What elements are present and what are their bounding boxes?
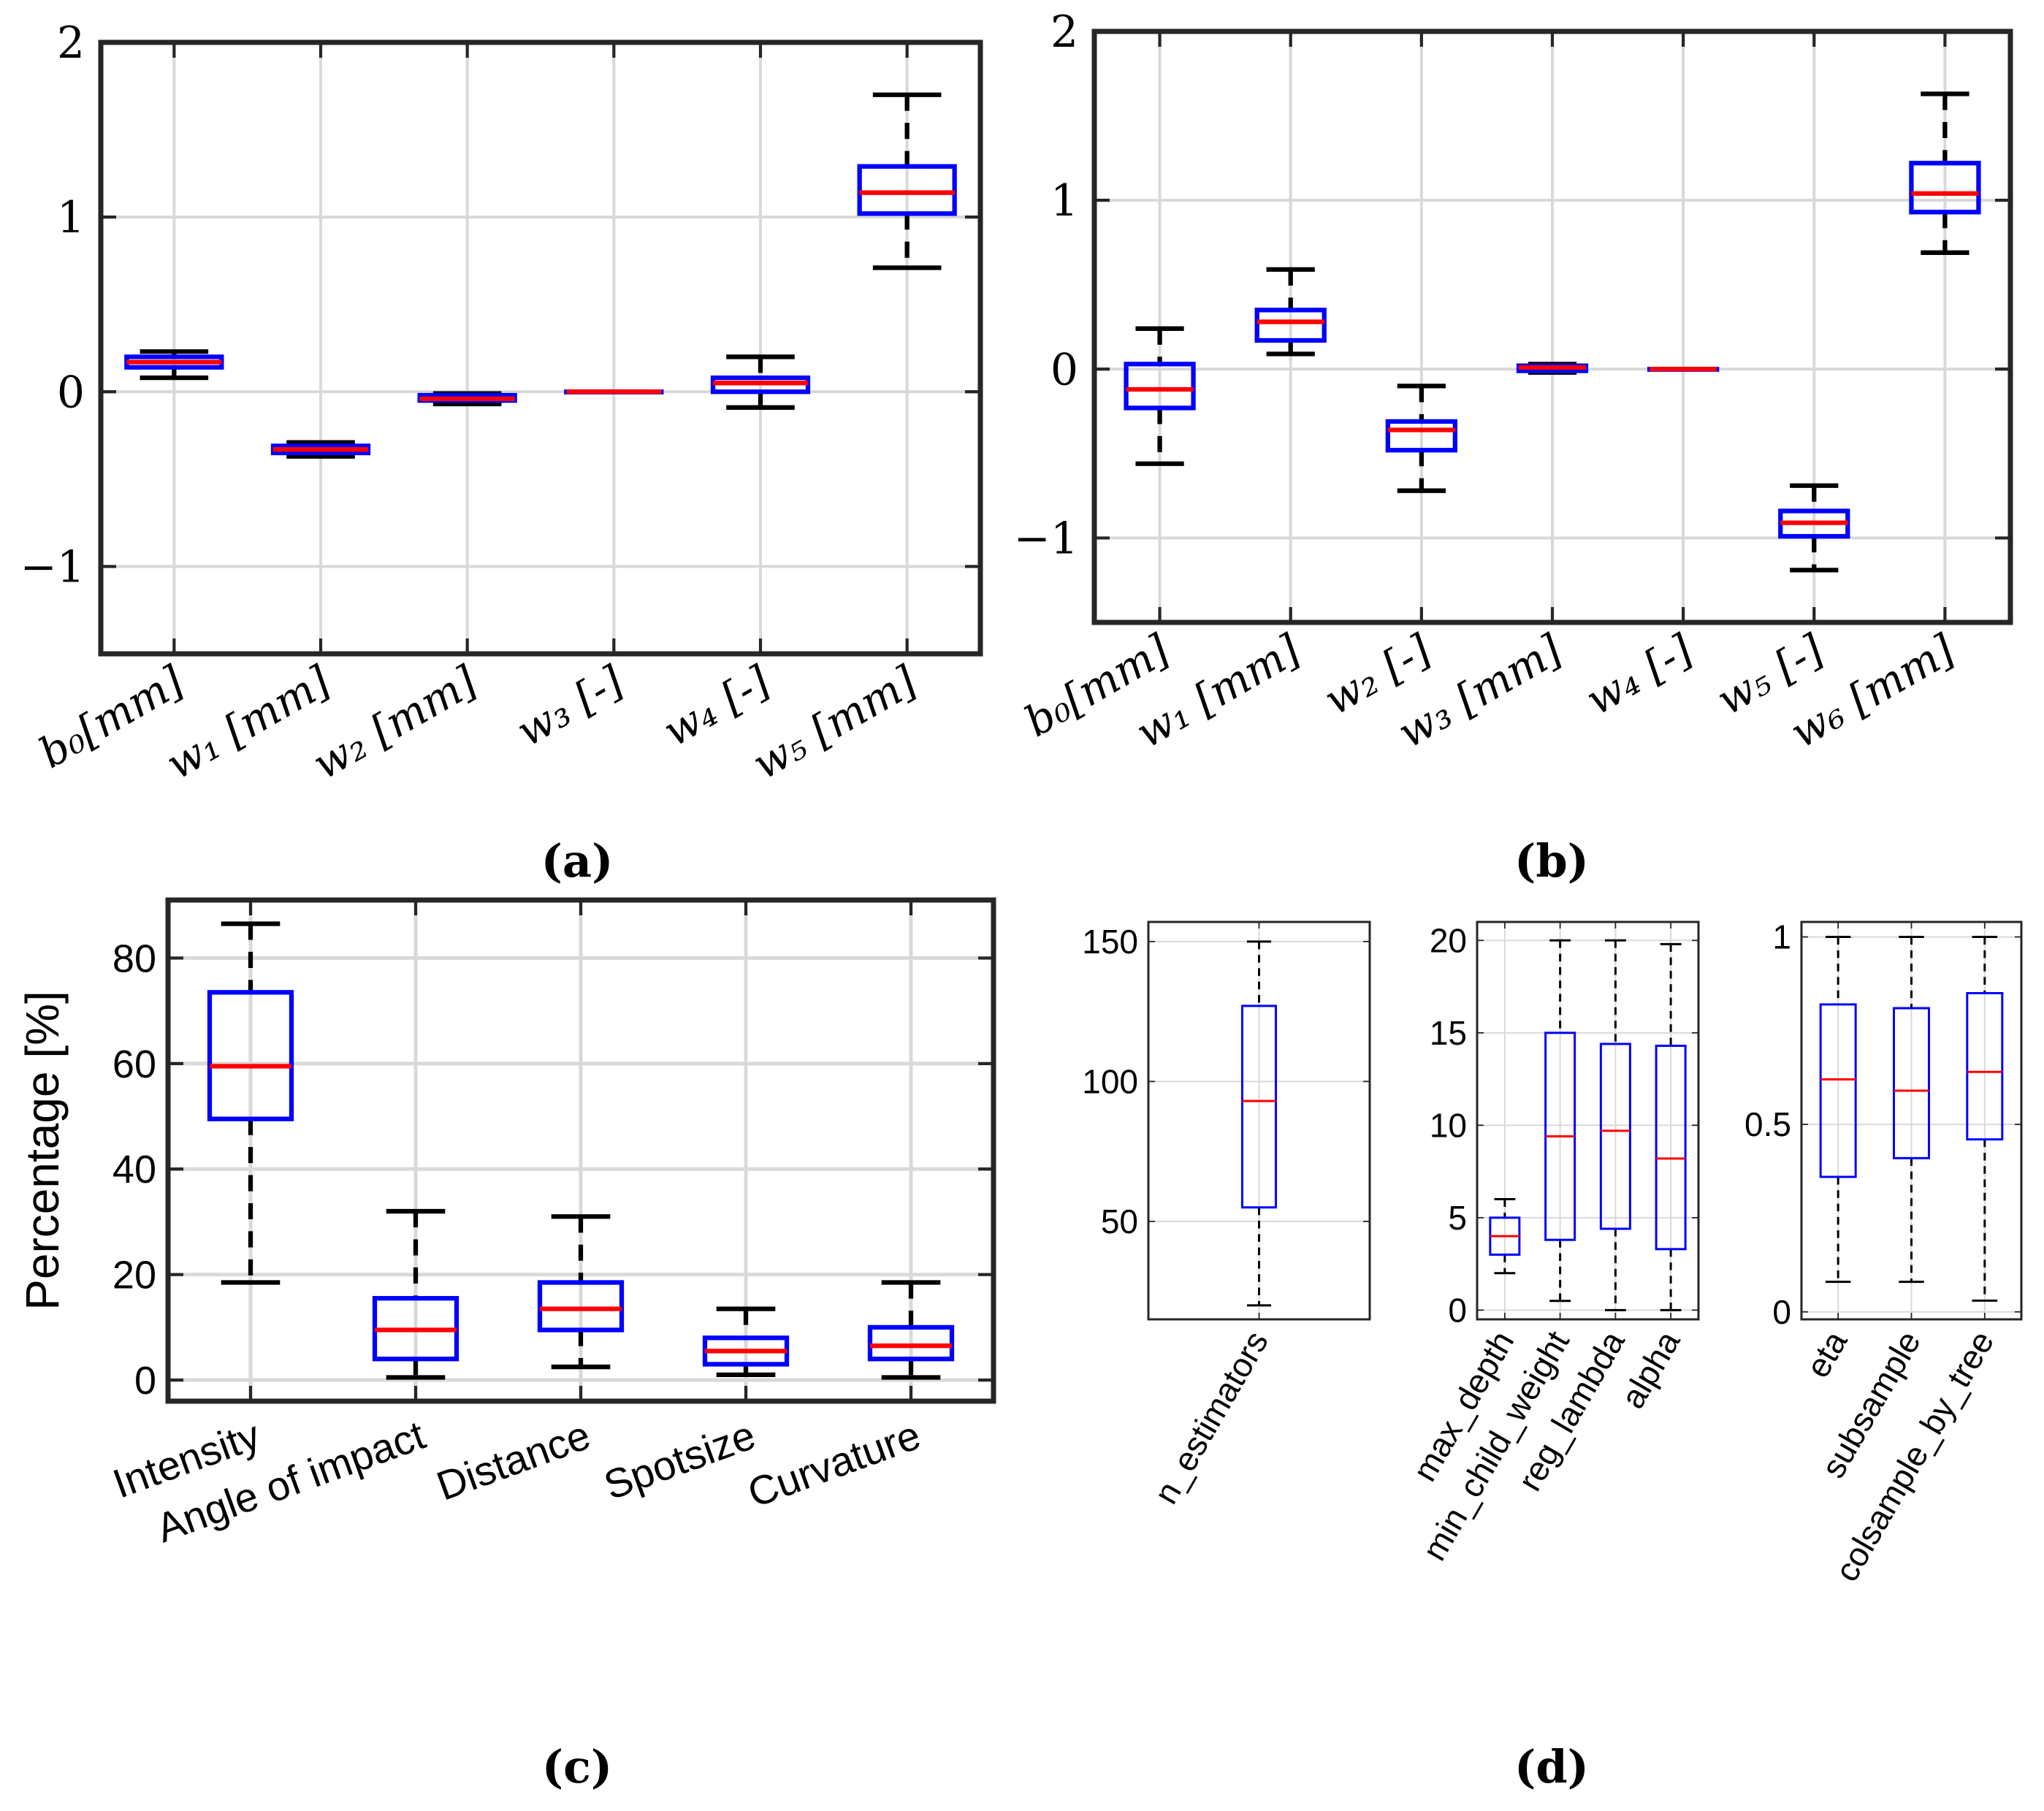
- y-tick-label: 15: [1430, 1014, 1467, 1052]
- iqr-box: [857, 164, 957, 216]
- y-tick-label: 20: [113, 1254, 156, 1297]
- iqr-box: [1655, 1045, 1687, 1251]
- x-category-label: w₅ [mm]: [744, 656, 926, 789]
- x-category-label: Distance: [431, 1411, 596, 1509]
- y-tick-label: 40: [113, 1148, 156, 1192]
- iqr-box: [537, 1280, 625, 1332]
- y-tick-label: 150: [1082, 923, 1138, 961]
- y-tick-label: 2: [1050, 7, 1078, 58]
- caption-b: (b): [1514, 834, 1589, 888]
- y-tick-label: 2: [57, 18, 85, 69]
- y-tick-label: 1: [1050, 175, 1078, 226]
- y-tick-label: 5: [1448, 1199, 1467, 1237]
- x-category-label: w₄ [-]: [1577, 625, 1701, 725]
- iqr-box: [1241, 1004, 1277, 1209]
- iqr-box: [1254, 308, 1327, 343]
- box-5: [1647, 367, 1720, 372]
- plot-area: [1477, 922, 1698, 1319]
- box-1: [1241, 940, 1277, 1307]
- box-2: [270, 440, 371, 459]
- box-2: [372, 1208, 459, 1380]
- x-category-label: w₃ [-]: [508, 656, 632, 756]
- iqr-box: [1893, 1007, 1930, 1159]
- y-tick-label: 1: [1772, 918, 1791, 956]
- box-5: [710, 354, 811, 410]
- x-category-label: Curvature: [741, 1411, 926, 1516]
- x-category-label: Spotsize: [598, 1411, 761, 1509]
- y-tick-label: 80: [113, 937, 156, 980]
- box-6: [1778, 483, 1850, 573]
- y-tick-label: 0: [134, 1359, 156, 1403]
- y-tick-label: 0.5: [1744, 1105, 1791, 1143]
- y-tick-label: 20: [1430, 921, 1467, 959]
- box-1: [1124, 326, 1196, 466]
- box-3: [1966, 936, 2004, 1302]
- box-2: [1893, 936, 1930, 1284]
- box-4: [1516, 362, 1589, 375]
- box-2: [1544, 939, 1576, 1303]
- box-3: [537, 1214, 625, 1370]
- iqr-box: [1909, 161, 1981, 215]
- box-4: [1655, 942, 1687, 1311]
- box-2: [1254, 267, 1327, 357]
- plot-area: [101, 42, 980, 654]
- y-tick-label: 0: [1050, 344, 1078, 395]
- box-3: [417, 391, 517, 407]
- y-tick-label: 60: [113, 1042, 156, 1086]
- box-1: [1489, 1198, 1521, 1275]
- y-tick-label: 0: [1448, 1291, 1467, 1329]
- y-tick-label: 50: [1101, 1202, 1138, 1240]
- iqr-box: [207, 990, 294, 1121]
- box-1: [124, 349, 224, 381]
- x-category-label: eta: [1799, 1324, 1855, 1384]
- y-tick-label: 100: [1082, 1062, 1138, 1100]
- box-7: [1909, 91, 1981, 255]
- y-tick-label: 0: [1772, 1293, 1791, 1331]
- box-5: [867, 1280, 955, 1380]
- axes-frame: [1476, 920, 1700, 1321]
- caption-a: (a): [541, 834, 614, 888]
- y-tick-label: 0: [57, 367, 85, 418]
- y-tick-label: −1: [1014, 513, 1078, 564]
- panel-d-n-estimators-boxplot: 50 100 150 n_estimators: [1082, 920, 1371, 1510]
- y-tick-label: −1: [20, 541, 85, 592]
- iqr-box: [1819, 1003, 1857, 1178]
- box-1: [207, 921, 294, 1285]
- y-tick-label: 10: [1430, 1106, 1467, 1144]
- box-4: [702, 1306, 790, 1378]
- x-category-label: alpha: [1613, 1324, 1688, 1415]
- iqr-box: [1124, 362, 1196, 411]
- box-6: [857, 92, 957, 270]
- x-category-label: w₁ [mm]: [158, 656, 339, 789]
- x-category-label: n_estimators: [1146, 1324, 1275, 1510]
- y-axis-label: Percentage [%]: [16, 991, 69, 1311]
- x-category-label: w₂ [mm]: [305, 656, 486, 789]
- iqr-box: [1385, 419, 1458, 453]
- iqr-box: [1966, 992, 2004, 1141]
- axes-frame: [98, 39, 983, 657]
- iqr-box: [867, 1324, 955, 1362]
- box-3: [1599, 939, 1631, 1311]
- iqr-box: [1599, 1042, 1631, 1230]
- panel-d-depth-weight-boxplot: 05101520max_depthmin_child_weightreg_lam…: [1405, 920, 1700, 1567]
- caption-d: (d): [1514, 1740, 1589, 1793]
- box-3: [1385, 384, 1458, 493]
- caption-c: (c): [542, 1740, 612, 1793]
- y-tick-label: 1: [57, 192, 85, 243]
- box-1: [1819, 936, 1857, 1284]
